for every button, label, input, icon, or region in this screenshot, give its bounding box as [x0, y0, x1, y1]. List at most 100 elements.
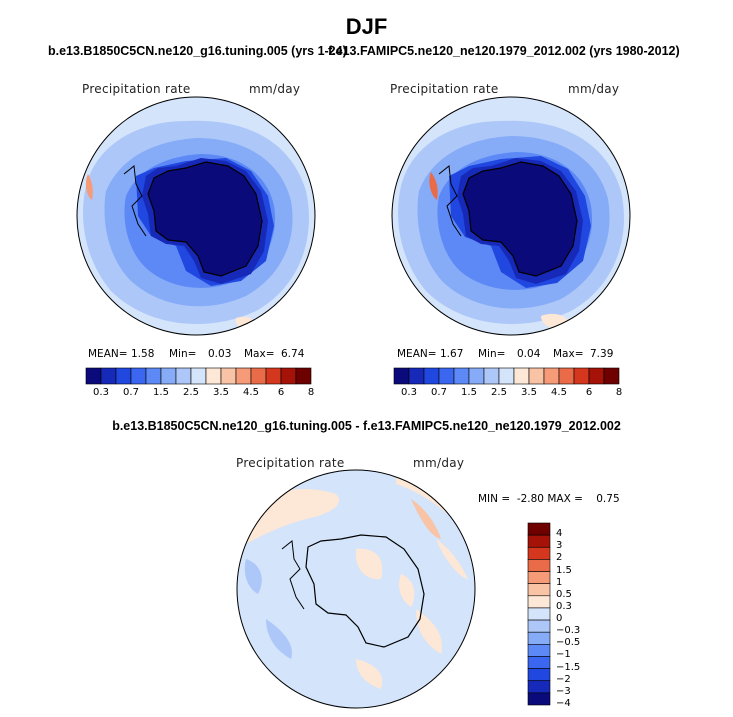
right-colorbar	[393, 367, 620, 385]
right-colorbar-tick-label: 2.5	[491, 387, 507, 398]
right-max-value: 7.39	[590, 348, 614, 360]
right-colorbar-tick-label: 3.5	[521, 387, 537, 398]
right-colorbar-swatch	[603, 367, 620, 385]
diff-colorbar-tick-label: 2	[556, 552, 563, 564]
left-colorbar-tick-label: 2.5	[183, 387, 199, 398]
right-min-value: 0.04	[517, 348, 541, 360]
left-colorbar-tick-label: 1.5	[153, 387, 169, 398]
left-colorbar-tick-label: 0.3	[93, 387, 109, 398]
left-units-label: mm/day	[249, 82, 301, 96]
left-colorbar-swatch	[190, 367, 207, 385]
left-mean-label: MEAN=	[88, 348, 128, 360]
left-colorbar	[85, 367, 312, 385]
right-colorbar-swatch	[438, 367, 455, 385]
right-colorbar-swatch	[588, 367, 605, 385]
diff-colorbar-tick-label: 0.5	[556, 588, 572, 600]
diff-variable-label: Precipitation rate	[236, 456, 345, 470]
right-colorbar-swatch	[453, 367, 470, 385]
right-colorbar-swatch	[483, 367, 500, 385]
diff-colorbar-swatch	[527, 680, 551, 694]
right-colorbar-swatch	[528, 367, 545, 385]
diff-colorbar-swatch	[527, 571, 551, 584]
right-colorbar-swatch	[573, 367, 590, 385]
right-polar-map	[391, 96, 631, 336]
left-colorbar-swatch	[235, 367, 252, 385]
right-colorbar-tick-label: 1.5	[461, 387, 477, 398]
left-max-value: 6.74	[281, 348, 305, 360]
diff-colorbar-swatch	[527, 631, 551, 645]
left-colorbar-tick-label: 8	[307, 387, 315, 398]
diff-colorbar-tick-label: 3	[556, 540, 563, 552]
diff-colorbar-swatch	[527, 692, 551, 706]
left-colorbar-swatch	[250, 367, 267, 385]
left-colorbar-swatch	[100, 367, 117, 385]
diff-colorbar-swatch	[527, 534, 551, 548]
right-colorbar-swatch	[513, 367, 530, 385]
right-colorbar-swatch	[393, 367, 410, 385]
right-colorbar-tick-label: 0.7	[431, 387, 447, 398]
right-colorbar-swatch	[498, 367, 515, 385]
diff-colorbar-tick-label: −4	[556, 698, 571, 709]
diff-colorbar-swatch	[527, 595, 551, 609]
right-colorbar-tick-label: 4.5	[551, 387, 567, 398]
left-variable-label: Precipitation rate	[82, 82, 191, 96]
left-colorbar-tick-label: 0.7	[123, 387, 139, 398]
left-colorbar-swatch	[265, 367, 282, 385]
left-colorbar-swatch	[145, 367, 162, 385]
diff-colorbar-tick-label: 4	[556, 528, 563, 540]
diff-units-label: mm/day	[413, 456, 465, 470]
right-colorbar-tick-label: 0.3	[401, 387, 417, 398]
figure-title: DJF	[345, 14, 388, 39]
diff-colorbar-tick-label: −1	[556, 649, 571, 661]
right-colorbar-tick-label: 6	[585, 387, 593, 398]
left-colorbar-swatch	[175, 367, 192, 385]
right-mean-label: MEAN=	[397, 348, 437, 360]
left-polar-map	[76, 96, 316, 336]
right-mean-value: 1.67	[440, 348, 464, 360]
right-colorbar-swatch	[558, 367, 575, 385]
diff-colorbar-swatch	[527, 559, 551, 572]
diff-colorbar-swatch	[527, 607, 551, 621]
diff-colorbar-tick-label: 0.3	[556, 600, 572, 612]
left-colorbar-swatch	[295, 367, 312, 385]
left-min-value: 0.03	[208, 348, 232, 360]
right-case-title: f.e13.FAMIPC5.ne120_ne120.1979_2012.002 …	[328, 44, 680, 58]
right-colorbar-tick-label: 8	[615, 387, 623, 398]
left-case-title: b.e13.B1850C5CN.ne120_g16.tuning.005 (yr…	[48, 44, 347, 58]
left-colorbar-swatch	[85, 367, 102, 385]
diff-colorbar-tick-label: −3	[556, 685, 571, 697]
right-colorbar-swatch	[543, 367, 560, 385]
diff-colorbar-swatch	[527, 656, 551, 669]
left-colorbar-tick-label: 3.5	[213, 387, 229, 398]
right-colorbar-swatch	[423, 367, 440, 385]
left-colorbar-tick-label: 4.5	[243, 387, 259, 398]
diff-colorbar-swatch	[527, 522, 551, 536]
left-colorbar-swatch	[115, 367, 132, 385]
diff-colorbar-tick-label: 1.5	[556, 564, 572, 576]
left-colorbar-swatch	[220, 367, 237, 385]
left-max-label: Max=	[244, 348, 275, 360]
diff-colorbar-tick-label: 0	[556, 613, 563, 625]
diff-case-title: b.e13.B1850C5CN.ne120_g16.tuning.005 - f…	[112, 419, 621, 433]
diff-colorbar-swatch	[527, 644, 551, 657]
left-colorbar-swatch	[160, 367, 177, 385]
diff-colorbar-tick-label: 1	[556, 576, 563, 588]
right-colorbar-swatch	[408, 367, 425, 385]
right-colorbar-swatch	[468, 367, 485, 385]
diff-colorbar-swatch	[527, 619, 551, 633]
diff-colorbar	[527, 522, 551, 706]
left-colorbar-tick-label: 6	[277, 387, 285, 398]
diff-colorbar-tick-label: −0.3	[556, 625, 581, 637]
diff-polar-map	[236, 469, 476, 709]
diff-colorbar-tick-label: −0.5	[556, 637, 581, 649]
diff-colorbar-tick-label: −1.5	[556, 661, 581, 673]
diff-colorbar-swatch	[527, 546, 551, 560]
left-colorbar-swatch	[130, 367, 147, 385]
right-max-label: Max=	[553, 348, 584, 360]
diff-colorbar-swatch	[527, 668, 551, 682]
diff-minmax-text: MIN = -2.80 MAX = 0.75	[478, 493, 620, 505]
left-colorbar-swatch	[205, 367, 222, 385]
diff-colorbar-swatch	[527, 583, 551, 597]
left-min-label: Min=	[169, 348, 197, 360]
left-mean-value: 1.58	[131, 348, 155, 360]
